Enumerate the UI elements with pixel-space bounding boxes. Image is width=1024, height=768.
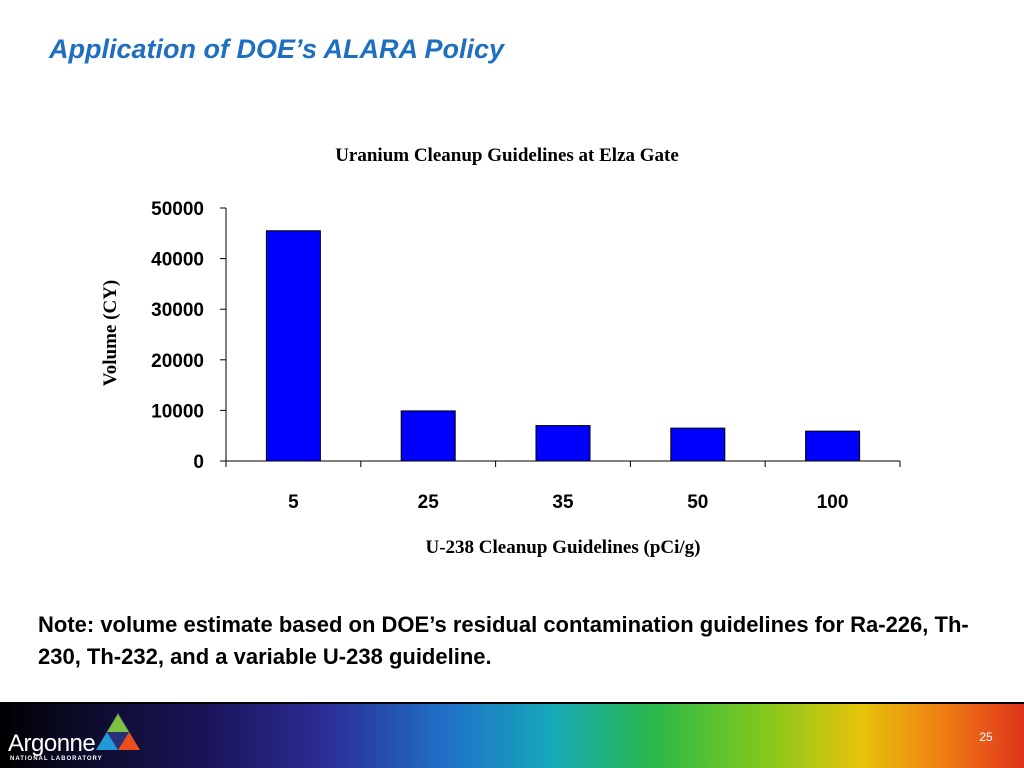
bar-100 — [805, 430, 861, 462]
y-tick-label: 50000 — [151, 199, 204, 220]
plot-area: 0 10000 20000 30000 40000 50000 5 25 35 50 100 — [151, 199, 901, 513]
y-tick-label: 10000 — [151, 401, 204, 422]
y-tick-label: 40000 — [151, 250, 204, 271]
x-tick-label: 5 — [288, 492, 299, 513]
bar-5 — [265, 230, 321, 462]
slide-title: Application of DOE’s ALARA Policy — [49, 34, 505, 64]
bar-25 — [400, 410, 456, 462]
bar-35 — [535, 425, 591, 462]
y-tick-label: 20000 — [151, 351, 204, 372]
x-tick-label: 35 — [552, 492, 574, 513]
logo-wordmark: Argonne — [8, 730, 96, 757]
x-tick-label: 50 — [687, 492, 708, 513]
bar-50 — [670, 427, 726, 462]
footnote: Note: volume estimate based on DOE’s res… — [38, 612, 969, 669]
footer-divider — [0, 702, 1024, 704]
x-tick-label: 100 — [817, 492, 849, 513]
y-tick-label: 0 — [193, 452, 204, 473]
page-number: 25 — [979, 730, 993, 744]
x-tick-label: 25 — [418, 492, 440, 513]
x-axis-label: U-238 Cleanup Guidelines (pCi/g) — [425, 537, 700, 558]
argonne-logo: Argonne NATIONAL LABORATORY — [8, 708, 148, 766]
footer-bar — [0, 702, 1024, 768]
bar-chart: Uranium Cleanup Guidelines at Elza Gate … — [100, 145, 901, 558]
chart-title: Uranium Cleanup Guidelines at Elza Gate — [335, 145, 679, 166]
argonne-triangle-icon — [96, 712, 140, 750]
logo-subtitle: NATIONAL LABORATORY — [10, 756, 103, 762]
y-tick-label: 30000 — [151, 300, 204, 321]
y-axis-label: Volume (CY) — [100, 280, 121, 386]
